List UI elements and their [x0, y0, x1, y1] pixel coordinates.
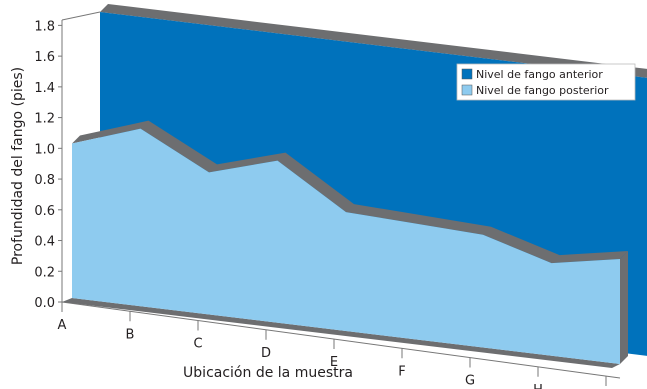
x-tick-label-E: E: [330, 355, 338, 370]
y-axis-label: Profundidad del fango (pies): [10, 67, 26, 265]
series-side-wall: [620, 250, 628, 364]
legend: Nivel de fango anterior Nivel de fango p…: [456, 63, 636, 101]
x-tick-label-H: H: [533, 383, 543, 389]
legend-swatch-posterior: [461, 84, 473, 96]
y-tick-label: 1.8: [34, 19, 55, 34]
legend-box: [456, 63, 636, 101]
y-tick-label: 1.0: [34, 142, 55, 157]
y-tick-label: 0.8: [34, 173, 55, 188]
x-axis-line: [61, 301, 621, 379]
y-axis-back-line: [61, 11, 101, 21]
x-axis-ticks: ABCDEFGHI: [58, 302, 607, 389]
chart-frame: [61, 11, 621, 379]
legend-label-anterior: Nivel de fango anterior: [476, 68, 603, 81]
y-axis-ticks: 0.0 0.2 0.4 0.6 0.8 1.0 1.2 1.4 1.6 1.8: [34, 19, 62, 311]
x-tick-label-G: G: [465, 374, 475, 389]
y-tick-label: 0.0: [34, 296, 55, 311]
x-tick-label-F: F: [398, 364, 405, 379]
x-tick-label-D: D: [261, 346, 271, 361]
x-tick-label-A: A: [58, 318, 67, 333]
y-tick-label: 0.6: [34, 204, 55, 219]
series-bevel: [100, 4, 647, 78]
x-tick-label-C: C: [193, 337, 202, 352]
x-axis-label: Ubicación de la muestra: [183, 365, 353, 381]
y-tick-label: 0.4: [34, 235, 55, 250]
y-tick-label: 1.2: [34, 112, 55, 127]
y-tick-label: 1.4: [34, 81, 55, 96]
floor-edge: [62, 298, 620, 368]
y-tick-label: 0.2: [34, 265, 55, 280]
series-bevel: [72, 120, 628, 264]
legend-swatch-anterior: [461, 68, 473, 80]
series-area: [72, 128, 620, 364]
series-posterior: [72, 120, 628, 364]
x-tick-label-B: B: [126, 327, 135, 342]
legend-label-posterior: Nivel de fango posterior: [476, 84, 609, 97]
series-layer: [62, 4, 647, 368]
y-tick-label: 1.6: [34, 50, 55, 65]
